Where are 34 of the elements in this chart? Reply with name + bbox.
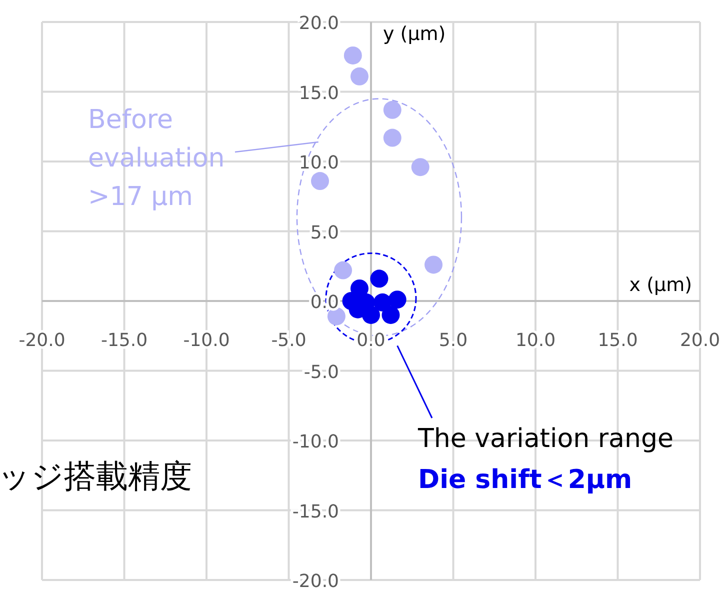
y-tick-label: 10.0 [298,152,339,174]
annotation: The variation range [417,424,674,454]
point [344,46,362,64]
y-axis-title: y (µm) [383,23,446,45]
point [383,100,402,119]
point [424,256,443,274]
x-tick-label: -5.0 [271,330,306,351]
x-tick-label: -15.0 [100,330,148,351]
point [411,158,430,176]
point [311,172,330,190]
y-tick-label: 5.0 [310,222,339,244]
x-tick-label: 5.0 [438,330,468,351]
point [334,261,352,280]
x-tick-label: 15.0 [598,330,638,351]
x-tick-label: 20.0 [680,330,720,351]
y-tick-label: -15.0 [292,501,339,522]
point [327,307,346,326]
annotation: ッジ搭載精度 [0,457,192,495]
x-tick-label: -10.0 [183,330,230,351]
point [382,306,400,324]
point [370,270,388,288]
annotation: Die shift＜2µm [418,465,632,495]
point [383,128,402,147]
y-tick-label: 20.0 [298,13,339,34]
point [388,290,406,309]
y-tick-label: -20.0 [292,571,339,590]
y-tick-label: 15.0 [298,82,339,104]
annotation: Before evaluation >17 µm [88,105,225,212]
point [350,67,368,86]
x-tick-label: 10.0 [515,330,556,351]
y-tick-label: -5.0 [304,362,339,383]
x-tick-label: -20.0 [18,330,66,351]
x-axis-title: x (µm) [629,274,692,296]
y-tick-label: -10.0 [292,432,339,452]
